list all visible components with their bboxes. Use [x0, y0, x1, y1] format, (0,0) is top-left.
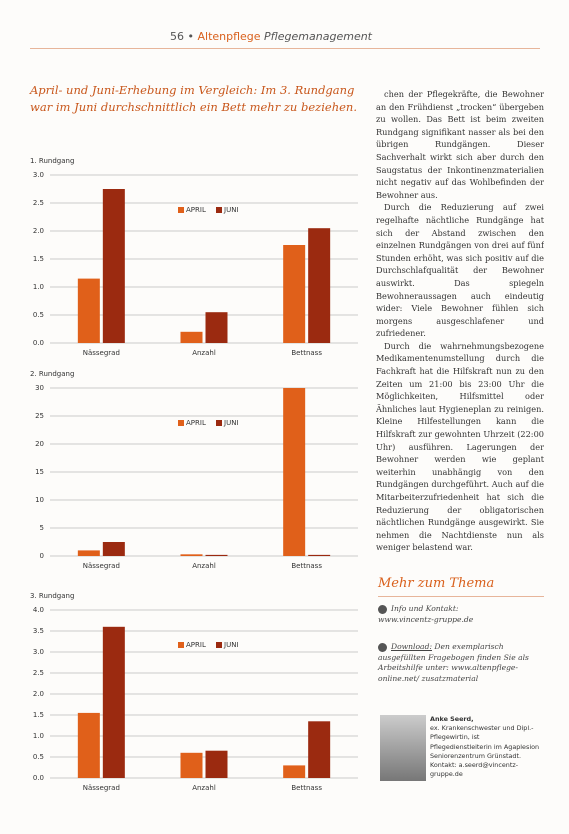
y-tick-label: 1.0: [33, 732, 44, 740]
icon: [378, 604, 387, 614]
author-bio: ex. Krankenschwester und Dipl.-Pflegewir…: [430, 724, 540, 779]
y-tick-label: 0.0: [33, 339, 44, 347]
item-label: Download:: [391, 642, 432, 651]
legend-swatch: [216, 420, 222, 426]
item-link[interactable]: www.vincentz-gruppe.de: [378, 614, 474, 624]
bar: [102, 626, 125, 778]
y-tick-label: 2.0: [33, 227, 44, 235]
y-tick-label: 5: [40, 524, 44, 532]
y-tick-label: 15: [35, 468, 44, 476]
legend-label: JUNI: [223, 419, 239, 427]
legend-swatch: [178, 642, 184, 648]
y-tick-label: 1.5: [33, 255, 44, 263]
section: Altenpflege: [197, 30, 261, 43]
y-tick-label: 1.5: [33, 711, 44, 719]
bar: [180, 752, 203, 778]
bar-chart: 3. Rundgang 0.0 0.5 1.0 1.5 2.0 2.5 3.0 3.5 4.0 Nä…: [30, 592, 358, 792]
y-tick-label: 0.0: [33, 774, 44, 782]
legend-label: APRIL: [186, 419, 206, 427]
legend-swatch: [178, 207, 184, 213]
x-tick-label: Nässegrad: [83, 349, 120, 357]
x-tick-label: Anzahl: [192, 784, 216, 792]
bar-chart: 2. Rundgang 0 5 10 15 20 25 30 Nässegrad Anzahl Be…: [30, 370, 358, 570]
author-box: Anke Seerd, ex. Krankenschwester und Dipl…: [430, 715, 542, 779]
chart-title: 3. Rundgang: [30, 592, 74, 600]
x-tick-label: Anzahl: [192, 349, 216, 357]
bar: [180, 331, 203, 343]
x-tick-label: Nässegrad: [83, 784, 120, 792]
icon: [378, 642, 387, 652]
bar: [102, 542, 125, 556]
body-text: chen der Pflegekräfte, die Bewohner an d…: [376, 88, 544, 558]
y-tick-label: 2.5: [33, 669, 44, 677]
legend-swatch: [216, 642, 222, 648]
y-tick-label: 3.0: [33, 648, 44, 656]
y-tick-label: 2.0: [33, 690, 44, 698]
header-rule: [30, 48, 540, 49]
figure-caption: April- und Juni-Erhebung im Vergleich: I…: [30, 83, 357, 114]
paragraph: chen der Pflegekräfte, die Bewohner an d…: [376, 89, 544, 200]
bar: [283, 388, 306, 556]
y-tick-label: 3.0: [33, 171, 44, 179]
bar: [283, 245, 306, 343]
legend-label: APRIL: [186, 206, 206, 214]
legend-label: JUNI: [223, 206, 239, 214]
x-tick-label: Anzahl: [192, 562, 216, 570]
item-text[interactable]: Den exemplarisch ausgefüllten Fragebogen…: [378, 642, 529, 683]
page-number: 56: [170, 30, 184, 43]
y-tick-label: 20: [35, 440, 44, 448]
bar: [102, 189, 125, 343]
subsection: Pflegemanagement: [264, 30, 372, 43]
bar: [205, 312, 228, 343]
chart-title: 2. Rundgang: [30, 370, 74, 378]
y-tick-label: 0.5: [33, 753, 44, 761]
sidebar-item: Info und Kontakt: www.vincentz-gruppe.de: [378, 604, 544, 625]
bar: [308, 554, 331, 556]
y-tick-label: 10: [35, 496, 44, 504]
item-label: Info und Kontakt:: [391, 604, 459, 613]
chart-title: 1. Rundgang: [30, 157, 74, 165]
author-photo: [380, 715, 426, 781]
bar: [77, 278, 100, 343]
running-header: 56 • Altenpflege Pflegemanagement: [170, 30, 372, 43]
bar: [283, 765, 306, 778]
bar: [205, 750, 228, 778]
sidebar-rule: [378, 596, 544, 597]
bar: [308, 228, 331, 343]
bar: [205, 554, 228, 556]
bar: [77, 550, 100, 556]
y-tick-label: 3.5: [33, 627, 44, 635]
bar-chart: 1. Rundgang 0.0 0.5 1.0 1.5 2.0 2.5 3.0 Nässegra…: [30, 157, 358, 357]
bar: [77, 712, 100, 778]
legend-label: JUNI: [223, 641, 239, 649]
paragraph: Durch die Reduzierung auf zwei regelhaft…: [376, 202, 544, 339]
legend-swatch: [216, 207, 222, 213]
paragraph: Durch die wahrnehmungsbezogene Medikamen…: [376, 340, 544, 553]
sidebar-item: Download: Den exemplarisch ausgefüllten …: [378, 642, 544, 684]
x-tick-label: Nässegrad: [83, 562, 120, 570]
y-tick-label: 25: [35, 412, 44, 420]
x-tick-label: Bettnass: [291, 784, 322, 792]
y-tick-label: 0: [40, 552, 44, 560]
legend-label: APRIL: [186, 641, 206, 649]
sidebar-title: Mehr zum Thema: [378, 576, 495, 591]
y-tick-label: 4.0: [33, 606, 44, 614]
y-tick-label: 1.0: [33, 283, 44, 291]
y-tick-label: 2.5: [33, 199, 44, 207]
y-tick-label: 0.5: [33, 311, 44, 319]
y-tick-label: 30: [35, 384, 44, 392]
legend-swatch: [178, 420, 184, 426]
bar: [180, 554, 203, 556]
x-tick-label: Bettnass: [291, 562, 322, 570]
bar: [308, 721, 331, 778]
x-tick-label: Bettnass: [291, 349, 322, 357]
author-name: Anke Seerd,: [430, 715, 474, 723]
